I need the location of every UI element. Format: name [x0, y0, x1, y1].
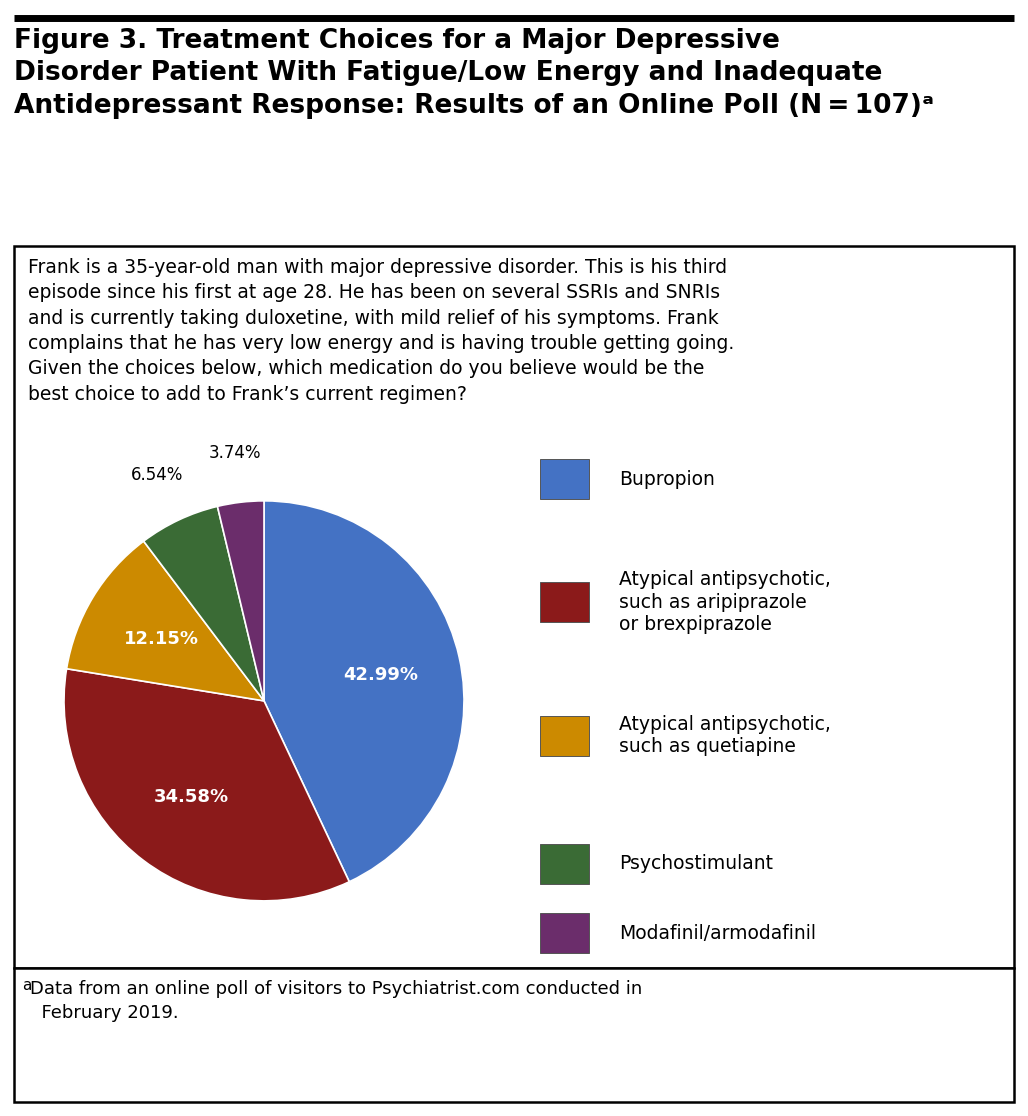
Text: Atypical antipsychotic,
such as quetiapine: Atypical antipsychotic, such as quetiapi… [619, 714, 831, 757]
Bar [540, 581, 589, 622]
Wedge shape [218, 501, 264, 701]
Wedge shape [67, 541, 264, 701]
Bar [540, 459, 589, 499]
Text: Atypical antipsychotic,
such as aripiprazole
or brexpiprazole: Atypical antipsychotic, such as aripipra… [619, 570, 831, 634]
Bar [14, 246, 1014, 968]
Text: a: a [22, 978, 32, 993]
Text: Bupropion: Bupropion [619, 470, 714, 489]
Text: 3.74%: 3.74% [209, 443, 261, 462]
Text: Figure 3. Treatment Choices for a Major Depressive
Disorder Patient With Fatigue: Figure 3. Treatment Choices for a Major … [14, 28, 934, 118]
Bar [540, 844, 589, 884]
Text: 34.58%: 34.58% [154, 788, 229, 806]
Text: Frank is a 35-year-old man with major depressive disorder. This is his third
epi: Frank is a 35-year-old man with major de… [28, 258, 734, 404]
Wedge shape [144, 507, 264, 701]
Text: 42.99%: 42.99% [343, 665, 418, 684]
Wedge shape [264, 501, 464, 882]
Text: Data from an online poll of visitors to Psychiatrist.com conducted in
  February: Data from an online poll of visitors to … [30, 980, 642, 1022]
Text: Psychostimulant: Psychostimulant [619, 855, 773, 874]
Text: 6.54%: 6.54% [132, 465, 184, 483]
Text: Modafinil/armodafinil: Modafinil/armodafinil [619, 924, 816, 943]
Bar [14, 968, 1014, 1101]
Text: 12.15%: 12.15% [123, 629, 198, 647]
Wedge shape [64, 668, 350, 901]
Bar [540, 913, 589, 953]
Bar [540, 715, 589, 756]
